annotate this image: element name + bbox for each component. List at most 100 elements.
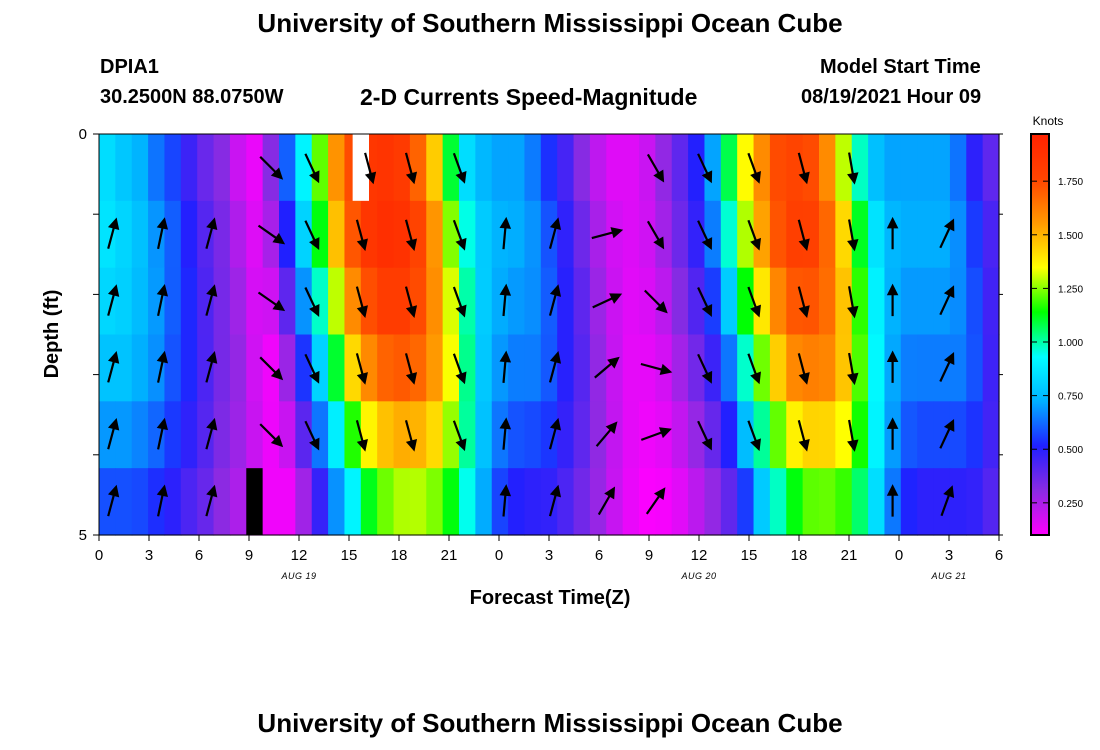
heatmap-cell <box>295 200 313 269</box>
heatmap-cell <box>459 134 476 202</box>
current-vectors <box>107 152 955 517</box>
heatmap-cell <box>982 200 1000 269</box>
current-vector-arrow <box>355 353 368 385</box>
heatmap-cell <box>213 267 231 336</box>
heatmap-cell <box>524 468 542 536</box>
current-vector-arrow <box>156 417 169 450</box>
heatmap-cell <box>213 334 231 402</box>
heatmap-cell <box>197 334 215 402</box>
heatmap-cell <box>229 468 247 536</box>
heatmap-cell <box>917 134 935 202</box>
heatmap-cell <box>982 267 1000 336</box>
current-vector-arrow <box>452 286 467 318</box>
heatmap-cell <box>197 200 215 269</box>
heatmap-cell <box>769 401 787 469</box>
current-vector-arrow <box>404 152 418 185</box>
heatmap-cell <box>589 200 607 269</box>
heatmap-cell <box>115 468 133 536</box>
heatmap-cell <box>246 200 264 269</box>
heatmap-cell <box>966 134 984 202</box>
heatmap-cell <box>540 200 558 269</box>
colorbar-tick-label: 0.750 <box>1058 392 1083 403</box>
x-tick-label: 6 <box>995 547 1003 564</box>
heatmap-cell <box>819 200 836 269</box>
heatmap-cell <box>540 468 558 536</box>
current-vector-arrow <box>404 286 418 318</box>
heatmap-cell <box>966 334 984 402</box>
heatmap-cell <box>802 401 820 469</box>
heatmap-cell <box>982 401 1000 469</box>
heatmap-cell <box>426 200 444 269</box>
heatmap-cell <box>524 401 542 469</box>
station-coordinates: 30.2500N 88.0750W <box>100 86 284 108</box>
heatmap-cell <box>115 200 133 269</box>
heatmap-cell <box>360 200 378 269</box>
y-tick-label: 5 <box>79 527 87 544</box>
heatmap-cell <box>328 267 346 336</box>
current-vector-arrow <box>499 417 512 450</box>
heatmap-cell <box>508 468 526 536</box>
heatmap-cell <box>671 468 689 536</box>
heatmap-cell <box>279 334 296 402</box>
heatmap-cell <box>475 267 493 336</box>
heatmap-cell <box>786 134 804 202</box>
current-vector-arrow <box>797 286 810 318</box>
colorbar <box>1030 133 1050 536</box>
heatmap-cell <box>589 134 607 202</box>
current-vector-arrow <box>847 152 859 185</box>
heatmap-cell <box>819 401 836 469</box>
heatmap-cell <box>900 334 918 402</box>
current-vector-arrow <box>747 420 761 452</box>
current-vector-arrow <box>404 353 418 385</box>
heatmap-cell <box>786 468 804 536</box>
heatmap-cell <box>622 267 640 336</box>
heatmap-cell <box>851 401 869 469</box>
heatmap-cell <box>606 468 624 536</box>
heatmap-cell <box>426 267 444 336</box>
heatmap-cell <box>606 334 624 402</box>
heatmap-cell <box>540 134 558 202</box>
page-title: University of Southern Mississippi Ocean… <box>257 8 843 38</box>
x-tick-label: 12 <box>291 547 308 564</box>
heatmap-cell <box>311 468 329 536</box>
heatmap-cell <box>769 267 787 336</box>
heatmap-cell <box>933 200 951 269</box>
current-vector-arrow <box>747 152 761 184</box>
current-vector-arrow <box>156 283 169 317</box>
heatmap-cell <box>589 468 607 536</box>
x-tick-label: 18 <box>791 547 808 564</box>
current-vector-arrow <box>548 284 562 316</box>
current-vector-arrow <box>939 352 955 382</box>
heatmap-cell <box>491 134 509 202</box>
heatmap-cell <box>197 134 215 202</box>
heatmap-cell <box>524 334 542 402</box>
heatmap-cell <box>949 468 967 536</box>
heatmap-cell <box>164 267 182 336</box>
x-tick-label: 0 <box>95 547 103 564</box>
y-axis: 05 <box>79 126 1003 544</box>
heatmap-cell <box>131 468 149 536</box>
heatmap-cell <box>491 334 509 402</box>
heatmap-cell <box>851 134 869 202</box>
heatmap-cell <box>409 468 427 536</box>
x-tick-label: 0 <box>495 547 503 564</box>
heatmap-cell <box>868 267 886 336</box>
footer-title: University of Southern Mississippi Ocean… <box>257 708 843 738</box>
current-vector-arrow <box>355 219 368 252</box>
heatmap-cell <box>573 334 591 402</box>
current-vector-arrow <box>886 484 899 517</box>
heatmap-cell <box>197 267 215 336</box>
heatmap-cell <box>622 334 640 402</box>
heatmap-cell <box>966 200 984 269</box>
current-vector-arrow <box>404 420 418 452</box>
heatmap-cell <box>164 200 182 269</box>
heatmap-cell <box>475 134 493 202</box>
heatmap-cell <box>99 334 116 402</box>
x-tick-label: 15 <box>741 547 758 564</box>
heatmap-cell <box>671 334 689 402</box>
heatmap-cell <box>180 134 198 202</box>
heatmap-cell <box>459 200 476 269</box>
heatmap-cell <box>933 134 951 202</box>
heatmap-cell <box>459 401 476 469</box>
